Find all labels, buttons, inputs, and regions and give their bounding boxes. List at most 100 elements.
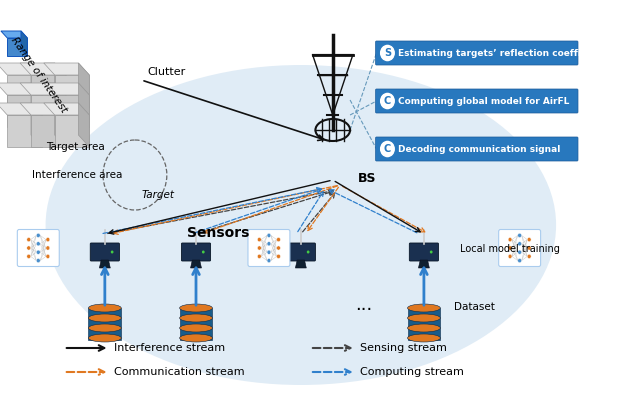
Polygon shape	[44, 83, 90, 95]
Polygon shape	[7, 38, 28, 56]
Text: Target: Target	[141, 190, 174, 200]
Polygon shape	[54, 75, 90, 107]
Polygon shape	[54, 103, 66, 147]
Circle shape	[36, 233, 40, 237]
Polygon shape	[79, 103, 90, 147]
Text: Dataset: Dataset	[454, 302, 495, 312]
Circle shape	[27, 237, 31, 242]
Polygon shape	[180, 308, 212, 340]
Circle shape	[257, 246, 261, 250]
Polygon shape	[20, 63, 66, 75]
Polygon shape	[419, 260, 429, 268]
FancyBboxPatch shape	[376, 89, 578, 113]
Circle shape	[508, 254, 512, 259]
Ellipse shape	[180, 324, 212, 332]
Polygon shape	[54, 83, 66, 127]
Ellipse shape	[180, 304, 212, 312]
Circle shape	[527, 237, 531, 242]
Circle shape	[276, 254, 280, 259]
Text: Computing stream: Computing stream	[360, 367, 464, 377]
Circle shape	[36, 259, 40, 263]
Circle shape	[267, 250, 271, 254]
Polygon shape	[54, 115, 90, 147]
Circle shape	[527, 254, 531, 259]
Circle shape	[257, 254, 261, 259]
Polygon shape	[296, 260, 307, 268]
Text: Clutter: Clutter	[148, 67, 186, 77]
Polygon shape	[0, 103, 42, 115]
Text: Sensing stream: Sensing stream	[360, 343, 447, 353]
Circle shape	[518, 250, 522, 254]
Circle shape	[518, 233, 522, 237]
FancyBboxPatch shape	[376, 41, 578, 65]
Polygon shape	[7, 95, 42, 127]
Ellipse shape	[45, 65, 556, 385]
Ellipse shape	[88, 314, 121, 322]
Circle shape	[276, 246, 280, 250]
Polygon shape	[31, 95, 66, 127]
Polygon shape	[44, 63, 90, 75]
Circle shape	[380, 44, 396, 62]
Circle shape	[430, 250, 433, 253]
Polygon shape	[88, 308, 121, 340]
Polygon shape	[99, 260, 110, 268]
Circle shape	[257, 237, 261, 242]
Polygon shape	[20, 83, 66, 95]
Polygon shape	[79, 83, 90, 127]
Circle shape	[27, 246, 31, 250]
Ellipse shape	[180, 334, 212, 342]
Polygon shape	[54, 63, 66, 107]
Polygon shape	[31, 83, 42, 127]
Polygon shape	[21, 31, 28, 56]
Ellipse shape	[180, 314, 212, 322]
Polygon shape	[0, 63, 42, 75]
Ellipse shape	[88, 324, 121, 332]
Circle shape	[527, 246, 531, 250]
FancyBboxPatch shape	[90, 243, 120, 261]
Circle shape	[46, 237, 50, 242]
Circle shape	[518, 242, 522, 246]
Text: Estimating targets’ reflection coefficients: Estimating targets’ reflection coefficie…	[398, 50, 612, 59]
FancyBboxPatch shape	[410, 243, 438, 261]
Circle shape	[46, 246, 50, 250]
Polygon shape	[7, 115, 42, 147]
Circle shape	[276, 237, 280, 242]
Text: BS: BS	[358, 172, 377, 185]
Circle shape	[307, 250, 310, 253]
FancyBboxPatch shape	[499, 230, 541, 266]
Polygon shape	[31, 63, 42, 107]
Polygon shape	[31, 115, 66, 147]
FancyBboxPatch shape	[286, 243, 316, 261]
Circle shape	[46, 254, 50, 259]
Text: C: C	[384, 144, 391, 154]
Circle shape	[267, 242, 271, 246]
Ellipse shape	[88, 334, 121, 342]
Circle shape	[508, 237, 512, 242]
Text: Interference stream: Interference stream	[114, 343, 225, 353]
Polygon shape	[20, 103, 66, 115]
Polygon shape	[1, 31, 28, 38]
Ellipse shape	[408, 324, 440, 332]
Circle shape	[202, 250, 205, 253]
Polygon shape	[44, 103, 90, 115]
Ellipse shape	[88, 304, 121, 312]
Polygon shape	[79, 63, 90, 107]
Polygon shape	[7, 75, 42, 107]
Polygon shape	[0, 83, 42, 95]
Circle shape	[508, 246, 512, 250]
FancyBboxPatch shape	[376, 137, 578, 161]
Text: Target area: Target area	[45, 142, 104, 152]
Text: Interference area: Interference area	[32, 170, 122, 180]
Text: C: C	[384, 96, 391, 106]
Text: Range of interest: Range of interest	[9, 35, 69, 114]
Circle shape	[518, 259, 522, 263]
Circle shape	[36, 242, 40, 246]
Text: Local model training: Local model training	[460, 244, 560, 254]
Ellipse shape	[408, 314, 440, 322]
Circle shape	[36, 250, 40, 254]
Polygon shape	[408, 308, 440, 340]
Polygon shape	[191, 260, 202, 268]
Text: Decoding communication signal: Decoding communication signal	[398, 145, 561, 154]
Circle shape	[267, 233, 271, 237]
Polygon shape	[54, 95, 90, 127]
